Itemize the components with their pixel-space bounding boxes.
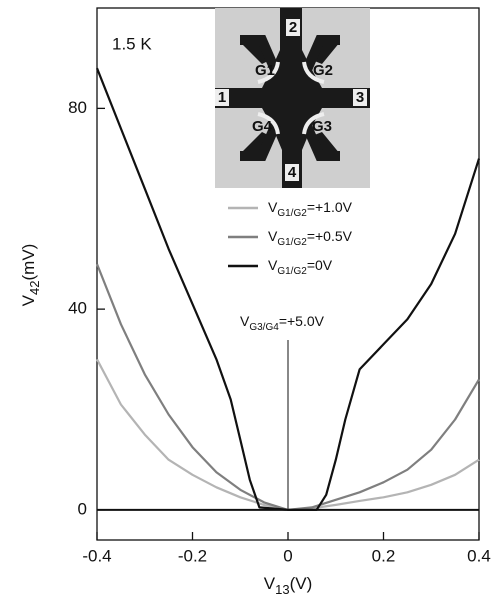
label-bg	[286, 19, 300, 36]
inset-label: 1	[218, 89, 226, 106]
label-bg	[215, 89, 229, 106]
x-tick-label: 0.2	[372, 546, 396, 565]
inset-label: G2	[313, 62, 333, 79]
inset-gate-leads	[240, 35, 340, 161]
y-tick-label: 0	[78, 499, 87, 518]
inset-label: 3	[356, 89, 364, 106]
legend-label: VG1/G2=0V	[268, 257, 333, 277]
text-part: (V)	[290, 574, 313, 593]
x-tick-label: 0	[283, 546, 292, 565]
inset-image: 2 G1 G2 1 3 G4 G3 4	[215, 8, 370, 188]
label-bg	[285, 164, 299, 181]
text-part: =+5.0V	[279, 313, 325, 329]
x-tick-label: -0.4	[82, 546, 111, 565]
text-part: (mV)	[19, 244, 38, 281]
legend-text-part: V	[268, 199, 278, 215]
legend-label: VG1/G2=+0.5V	[268, 228, 353, 248]
legend-text-part: =+1.0V	[307, 199, 353, 215]
y-tick-label: 80	[68, 98, 87, 117]
inset-label: G1	[255, 62, 275, 79]
inset-label: G3	[312, 118, 332, 135]
gate-annotation: VG3/G4=+5.0V	[240, 313, 325, 333]
x-tick-label: 0.4	[467, 546, 491, 565]
text-part: 13	[275, 582, 289, 597]
inset-gate-tips	[257, 61, 325, 135]
legend-label: VG1/G2=+1.0V	[268, 199, 353, 219]
legend-text-part: G1/G2	[277, 237, 307, 248]
inset-center	[215, 8, 370, 188]
legend-text-part: =0V	[307, 257, 333, 273]
legend-text-part: V	[268, 228, 278, 244]
text-part: V	[240, 313, 250, 329]
legend-text-part: G1/G2	[277, 208, 307, 219]
inset-label: 2	[289, 19, 297, 36]
text-part: G3/G4	[249, 322, 279, 333]
x-tick-label: -0.2	[178, 546, 207, 565]
x-axis-label: V13(V)	[264, 574, 312, 597]
label-bg	[353, 89, 367, 106]
legend-text-part: G1/G2	[277, 266, 307, 277]
legend-text-part: =+0.5V	[307, 228, 353, 244]
y-tick-label: 40	[68, 299, 87, 318]
inset-label: 4	[288, 164, 297, 181]
temperature-label: 1.5 K	[112, 34, 152, 53]
text-part: V	[264, 574, 276, 593]
text-part: 42	[27, 281, 42, 295]
legend-text-part: V	[268, 257, 278, 273]
inset-gates	[240, 42, 340, 154]
text-part: V	[19, 294, 38, 306]
y-axis-label: V42(mV)	[19, 244, 42, 307]
series-line	[95, 67, 481, 511]
inset-label: G4	[252, 118, 273, 135]
